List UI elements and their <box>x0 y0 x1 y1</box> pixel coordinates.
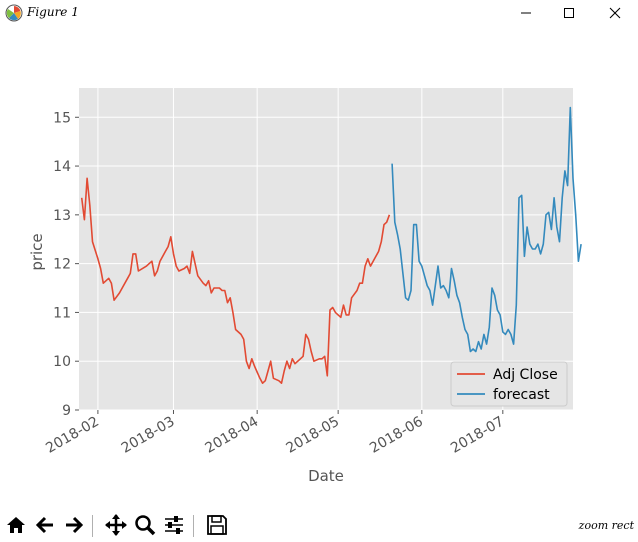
save-button[interactable] <box>203 513 230 540</box>
subplots-config-icon <box>163 514 185 540</box>
y-tick-label: 11 <box>53 305 71 321</box>
line-chart: 9 10 11 12 13 14 15 2018-02 2018-03 2018-04 2018-… <box>28 88 582 485</box>
maximize-icon <box>563 4 575 23</box>
close-icon <box>609 4 621 23</box>
toolbar-status: zoom rect <box>578 519 634 532</box>
y-tick-label: 12 <box>53 257 71 273</box>
minimize-icon <box>520 4 532 23</box>
y-axis-label: price <box>28 233 46 270</box>
close-button[interactable] <box>592 0 638 26</box>
toolbar-separator <box>193 515 194 537</box>
legend-box <box>450 361 568 407</box>
legend: Adj Close forecast <box>450 361 568 407</box>
y-tick-label: 14 <box>53 159 71 175</box>
back-button[interactable] <box>31 513 58 540</box>
minimize-button[interactable] <box>503 0 549 26</box>
x-tick-label: 2018-05 <box>283 414 342 457</box>
legend-label: Adj Close <box>493 367 558 383</box>
y-tick-label: 10 <box>53 354 71 370</box>
y-tick-label: 13 <box>53 208 71 224</box>
series-line-adj-close <box>80 177 391 384</box>
window-titlebar: Figure 1 <box>0 0 638 26</box>
figure-canvas[interactable]: 9 10 11 12 13 14 15 2018-02 2018-03 2018-04 2018-… <box>0 26 638 510</box>
x-tick-label: 2018-03 <box>119 414 178 457</box>
back-arrow-icon <box>34 514 56 540</box>
series-line-forecast <box>391 106 582 353</box>
x-tick-label: 2018-06 <box>367 414 426 457</box>
x-tick-label: 2018-02 <box>43 414 102 457</box>
zoom-button[interactable] <box>131 513 158 540</box>
forward-button[interactable] <box>60 513 87 540</box>
pan-icon <box>104 513 127 540</box>
toolbar-separator <box>92 515 93 537</box>
subplots-button[interactable] <box>160 513 187 540</box>
legend-label: forecast <box>493 387 550 403</box>
y-tick-label: 9 <box>62 403 71 419</box>
home-button[interactable] <box>2 513 29 540</box>
pan-button[interactable] <box>102 513 129 540</box>
maximize-button[interactable] <box>546 0 592 26</box>
window-title: Figure 1 <box>27 5 79 19</box>
x-tick-label: 2018-04 <box>203 414 262 457</box>
save-icon <box>206 514 228 540</box>
zoom-icon <box>134 514 156 540</box>
x-axis-label: Date <box>308 467 344 485</box>
navigation-toolbar: zoom rect <box>0 510 638 542</box>
forward-arrow-icon <box>63 514 85 540</box>
x-tick-label: 2018-07 <box>448 414 507 457</box>
plot-area <box>79 88 573 410</box>
y-tick-label: 15 <box>53 110 71 126</box>
home-icon <box>5 514 27 540</box>
matplotlib-icon <box>5 4 23 22</box>
